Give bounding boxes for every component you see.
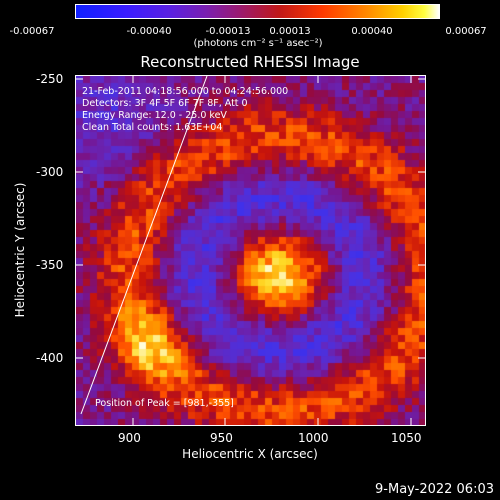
colorbar-tick: -0.00013 — [205, 26, 251, 37]
clean-text: Clean Total counts: 1.63E+04 — [82, 122, 223, 133]
colorbar-units: (photons cm⁻² s⁻¹ asec⁻²) — [193, 38, 323, 49]
colorbar-tick: -0.00067 — [9, 26, 55, 37]
x-tick-label: 950 — [210, 431, 233, 445]
colorbar — [75, 4, 440, 19]
rhessi-image — [76, 76, 425, 425]
x-tick-label: 900 — [118, 431, 141, 445]
detectors-text: Detectors: 3F 4F 5F 6F 7F 8F, Att 0 — [82, 98, 248, 109]
y-tick-label: -250 — [36, 72, 64, 86]
y-tick-label: -300 — [36, 165, 64, 179]
peak-position-text: Position of Peak = [981,-355] — [95, 398, 234, 409]
x-axis-label: Heliocentric X (arcsec) — [182, 447, 318, 461]
y-axis-label: Heliocentric Y (arcsec) — [13, 182, 27, 318]
x-tick-label: 1000 — [298, 431, 329, 445]
solar-limb-line — [80, 76, 208, 415]
limb-line-layer — [80, 76, 208, 415]
time-range-text: 21-Feb-2011 04:18:56.000 to 04:24:56.000 — [82, 86, 289, 97]
y-tick-label: -350 — [36, 258, 64, 272]
plot-title: Reconstructed RHESSI Image — [140, 53, 360, 71]
colorbar-tick: 0.00013 — [269, 26, 311, 37]
y-tick-label: -400 — [36, 351, 64, 365]
colorbar-tick: 0.00040 — [351, 26, 393, 37]
colorbar-tick: 0.00067 — [445, 26, 487, 37]
colorbar-tick: -0.00040 — [126, 26, 172, 37]
plot-area — [75, 75, 426, 426]
energy-range-text: Energy Range: 12.0 - 25.0 keV — [82, 110, 227, 121]
x-tick-label: 1050 — [391, 431, 422, 445]
footer-date: 9-May-2022 06:03 — [375, 482, 494, 497]
